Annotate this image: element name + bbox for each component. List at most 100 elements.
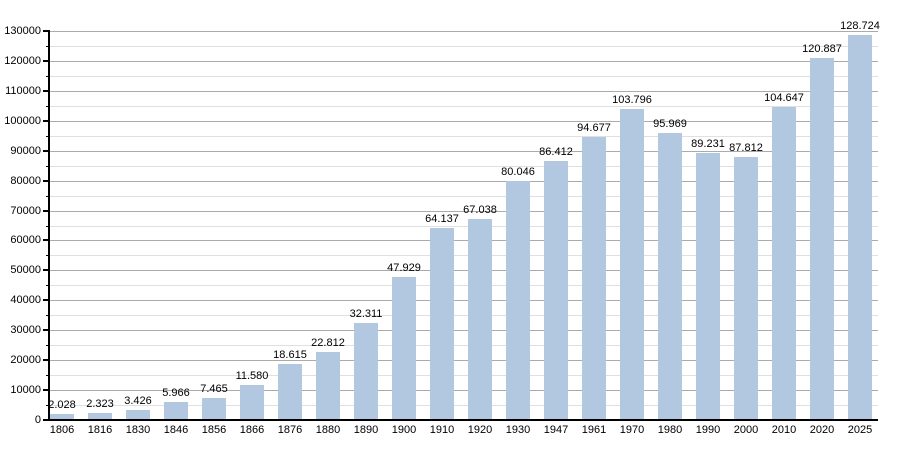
y-gridline-major bbox=[50, 91, 878, 92]
y-axis-label: 20000 bbox=[10, 354, 41, 366]
y-axis-label: 0 bbox=[34, 414, 41, 426]
y-major-tick bbox=[43, 389, 50, 391]
y-gridline-major bbox=[50, 151, 878, 152]
y-gridline-minor bbox=[50, 46, 878, 47]
bar bbox=[164, 402, 188, 420]
x-axis-label: 1816 bbox=[87, 424, 113, 436]
bar-value-label: 7.465 bbox=[200, 382, 228, 395]
y-major-tick bbox=[43, 329, 50, 331]
y-gridline-minor bbox=[50, 136, 878, 137]
bar bbox=[392, 276, 416, 420]
bar bbox=[316, 351, 340, 420]
bar bbox=[848, 34, 872, 420]
bar bbox=[354, 323, 378, 420]
bar bbox=[544, 161, 568, 420]
bar bbox=[126, 409, 150, 420]
y-axis-label: 60000 bbox=[10, 234, 41, 246]
bar bbox=[620, 109, 644, 420]
y-gridline-minor bbox=[50, 255, 878, 256]
bar-value-label: 104.647 bbox=[764, 91, 804, 104]
bar bbox=[506, 180, 530, 420]
x-axis-line bbox=[48, 419, 878, 421]
x-axis-label: 1947 bbox=[543, 424, 569, 436]
y-gridline-major bbox=[50, 300, 878, 301]
y-axis-label: 70000 bbox=[10, 205, 41, 217]
bar-value-label: 128.724 bbox=[840, 19, 880, 32]
x-axis-label: 1856 bbox=[201, 424, 227, 436]
y-axis-label: 80000 bbox=[10, 175, 41, 187]
bar bbox=[88, 413, 112, 420]
bar bbox=[278, 364, 302, 420]
bar-value-label: 86.412 bbox=[539, 146, 573, 159]
x-axis-label: 1866 bbox=[239, 424, 265, 436]
y-gridline-minor bbox=[50, 166, 878, 167]
y-major-tick bbox=[43, 90, 50, 92]
y-gridline-major bbox=[50, 240, 878, 241]
bar-value-label: 64.137 bbox=[425, 213, 459, 226]
bar-value-label: 22.812 bbox=[311, 336, 345, 349]
x-axis-label: 1846 bbox=[163, 424, 189, 436]
y-major-tick bbox=[43, 269, 50, 271]
y-gridline-minor bbox=[50, 345, 878, 346]
bar-value-label: 89.231 bbox=[691, 138, 725, 150]
bar bbox=[582, 136, 606, 420]
y-gridline-major bbox=[50, 121, 878, 122]
x-axis-label: 1910 bbox=[429, 424, 455, 436]
bar bbox=[430, 228, 454, 420]
y-gridline-major bbox=[50, 31, 878, 32]
x-axis-label: 1970 bbox=[619, 424, 645, 436]
bar-value-label: 95.969 bbox=[653, 117, 687, 130]
bar bbox=[734, 157, 758, 420]
y-gridline-minor bbox=[50, 196, 878, 197]
x-axis-label: 1830 bbox=[125, 424, 151, 436]
y-major-tick bbox=[43, 419, 50, 421]
bar bbox=[468, 219, 492, 420]
x-axis-label: 2020 bbox=[809, 424, 835, 436]
y-axis-line bbox=[48, 31, 50, 421]
y-gridline-major bbox=[50, 360, 878, 361]
bar-value-label: 47.929 bbox=[387, 261, 421, 274]
y-major-tick bbox=[43, 210, 50, 212]
y-axis-label: 30000 bbox=[10, 324, 41, 336]
bar-value-label: 32.311 bbox=[349, 308, 383, 321]
x-axis-label: 1806 bbox=[49, 424, 75, 436]
bar bbox=[810, 58, 834, 420]
y-axis-label: 40000 bbox=[10, 294, 41, 306]
y-gridline-major bbox=[50, 61, 878, 62]
bar-value-label: 87.812 bbox=[729, 142, 763, 155]
bar-value-label: 11.580 bbox=[235, 370, 269, 383]
y-axis-label: 90000 bbox=[10, 145, 41, 157]
y-major-tick bbox=[43, 30, 50, 32]
x-axis-label: 1980 bbox=[657, 424, 683, 436]
y-gridline-major bbox=[50, 211, 878, 212]
y-gridline-minor bbox=[50, 285, 878, 286]
bar-value-label: 67.038 bbox=[463, 204, 497, 217]
x-axis-label: 2000 bbox=[733, 424, 759, 436]
y-gridline-minor bbox=[50, 226, 878, 227]
y-axis-label: 130000 bbox=[4, 25, 41, 37]
y-major-tick bbox=[43, 239, 50, 241]
y-axis-label: 50000 bbox=[10, 264, 41, 276]
y-gridline-major bbox=[50, 330, 878, 331]
x-axis-label: 1880 bbox=[315, 424, 341, 436]
bar-value-label: 3.426 bbox=[124, 394, 152, 407]
y-axis-label: 120000 bbox=[4, 55, 41, 67]
y-major-tick bbox=[43, 120, 50, 122]
x-axis-label: 1876 bbox=[277, 424, 303, 436]
y-gridline-minor bbox=[50, 106, 878, 107]
x-axis-label: 1920 bbox=[467, 424, 493, 436]
x-axis-label: 1930 bbox=[505, 424, 531, 436]
y-major-tick bbox=[43, 60, 50, 62]
y-axis-label: 10000 bbox=[10, 384, 41, 396]
y-major-tick bbox=[43, 150, 50, 152]
bar bbox=[772, 106, 796, 420]
y-major-tick bbox=[43, 180, 50, 182]
bar-value-label: 5.966 bbox=[162, 387, 190, 400]
bar-value-label: 80.046 bbox=[501, 165, 535, 178]
bar bbox=[240, 385, 264, 420]
y-gridline-minor bbox=[50, 315, 878, 316]
y-gridline-minor bbox=[50, 76, 878, 77]
y-gridline-major bbox=[50, 181, 878, 182]
x-axis-label: 1890 bbox=[353, 424, 379, 436]
